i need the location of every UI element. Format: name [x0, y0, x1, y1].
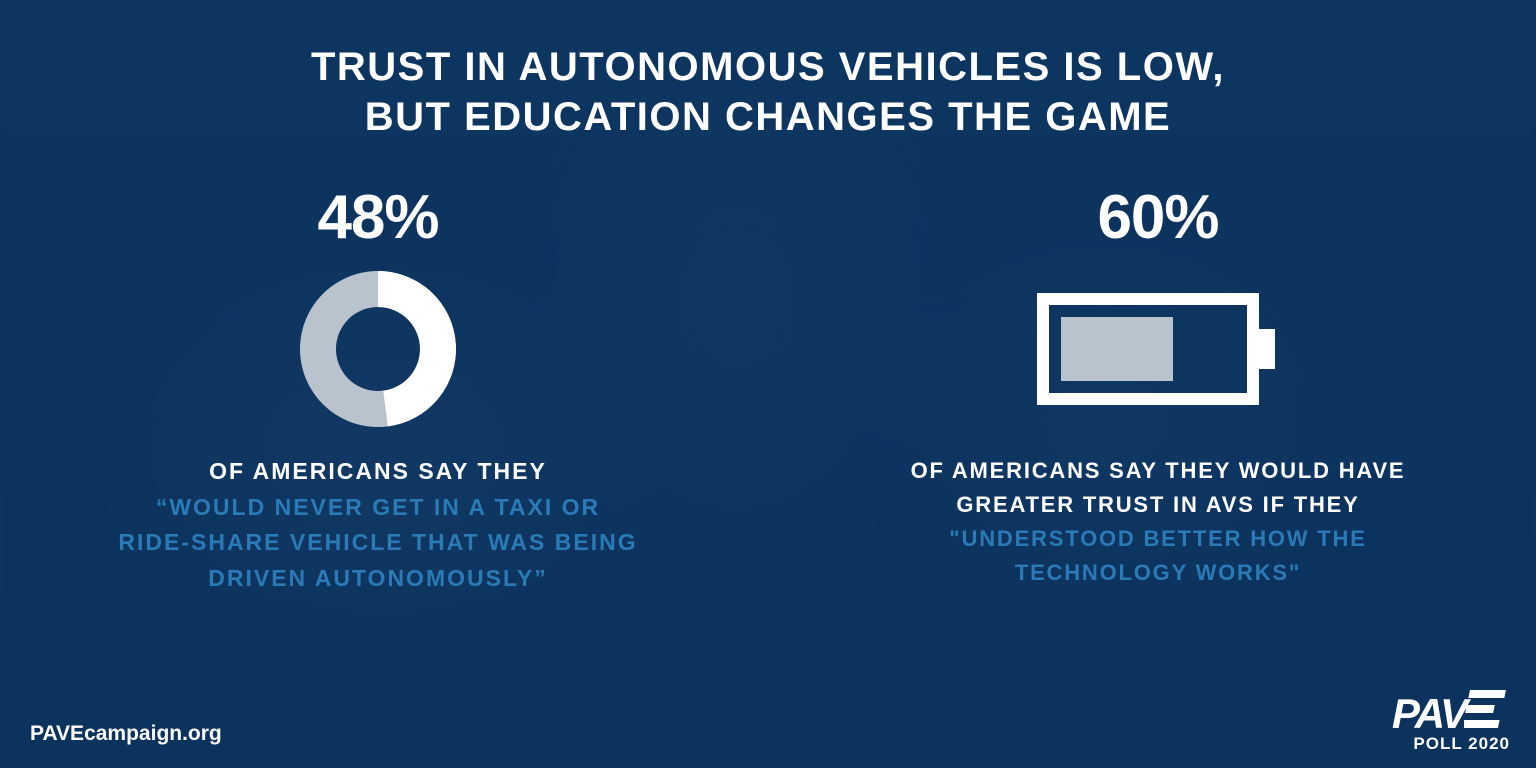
logo-letters: PAV	[1392, 690, 1466, 738]
logo-e-icon	[1464, 690, 1510, 728]
stat-left-percent: 48%	[317, 182, 438, 253]
stats-row: 48% OF AMERICANS SAY THEY “WOULD NEVER G…	[0, 182, 1536, 597]
battery-icon	[1033, 261, 1283, 436]
pave-logo: PAV	[1392, 690, 1510, 738]
stat-left-caption-accent: “WOULD NEVER GET IN A TAXI OR RIDE-SHARE…	[118, 494, 637, 591]
stat-left-caption-white: OF AMERICANS SAY THEY	[209, 458, 547, 484]
footer-url: PAVEcampaign.org	[30, 722, 222, 746]
content-container: TRUST IN AUTONOMOUS VEHICLES IS LOW, BUT…	[0, 0, 1536, 768]
stat-right-caption-white: OF AMERICANS SAY THEY WOULD HAVE GREATER…	[911, 458, 1406, 517]
stat-right: 60% OF AMERICANS SAY THEY WOULD HAVE GRE…	[898, 182, 1418, 597]
stat-right-percent: 60%	[1097, 182, 1218, 253]
stat-left-caption: OF AMERICANS SAY THEY “WOULD NEVER GET I…	[118, 454, 638, 597]
title-line-1: TRUST IN AUTONOMOUS VEHICLES IS LOW,	[311, 45, 1225, 89]
stat-right-caption: OF AMERICANS SAY THEY WOULD HAVE GREATER…	[898, 454, 1418, 590]
title-line-2: BUT EDUCATION CHANGES THE GAME	[365, 95, 1171, 139]
main-title: TRUST IN AUTONOMOUS VEHICLES IS LOW, BUT…	[311, 42, 1225, 142]
stat-right-caption-accent: "UNDERSTOOD BETTER HOW THE TECHNOLOGY WO…	[949, 526, 1366, 585]
footer-logo-block: PAV POLL 2020	[1392, 690, 1510, 754]
donut-icon	[298, 261, 458, 436]
stat-left: 48% OF AMERICANS SAY THEY “WOULD NEVER G…	[118, 182, 638, 597]
